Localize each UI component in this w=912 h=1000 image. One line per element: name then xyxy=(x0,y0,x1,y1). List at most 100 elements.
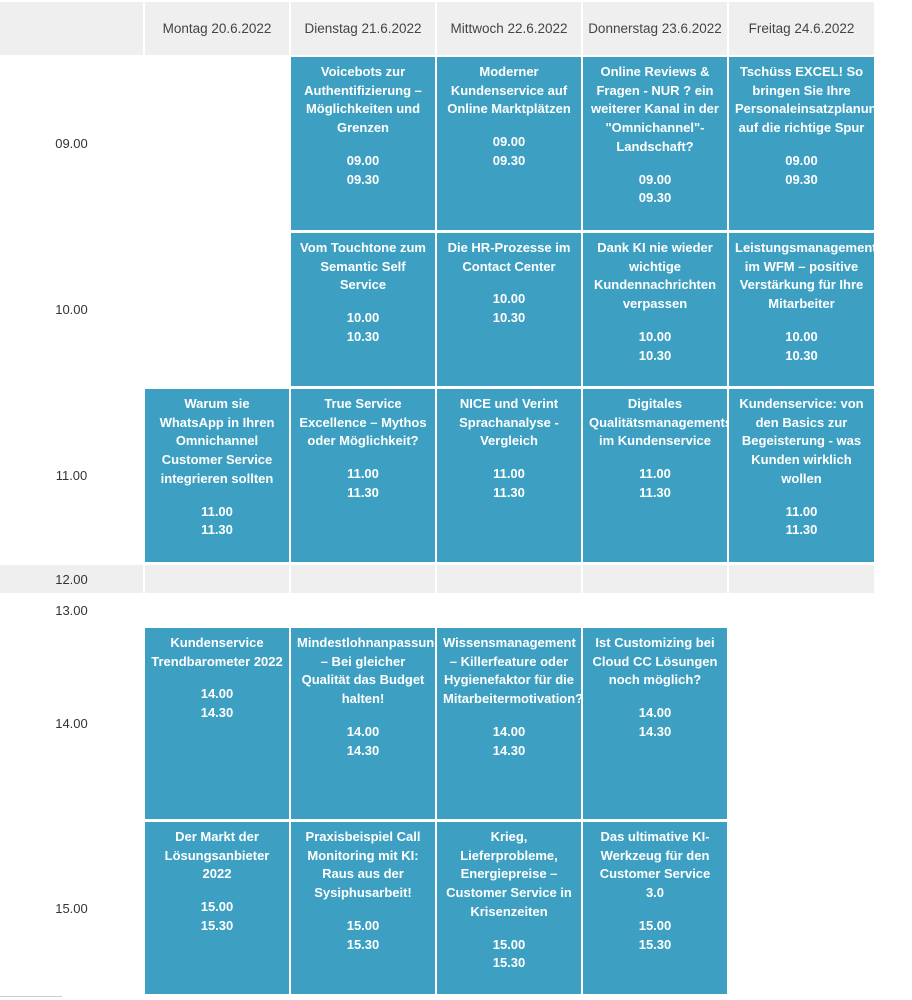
session-title: Praxisbeispiel Call Monitoring mit KI: R… xyxy=(305,829,421,901)
session-end: 14.30 xyxy=(346,742,380,758)
session-times: 10.00 10.30 xyxy=(443,290,575,327)
session-title: Digitales Qualitätsmanagements im Kunden… xyxy=(589,396,733,449)
session-end: 11.30 xyxy=(639,484,671,500)
session-card[interactable]: NICE und Verint Sprachanalyse - Vergleic… xyxy=(437,389,581,562)
session-end: 09.30 xyxy=(346,171,380,187)
session-card[interactable]: Mindestlohnanpassung – Bei gleicher Qual… xyxy=(291,628,443,819)
session-card[interactable]: Praxisbeispiel Call Monitoring mit KI: R… xyxy=(291,822,435,994)
session-title: Wissensmanagement – Killerfeature oder H… xyxy=(443,635,584,707)
session-card[interactable]: Die HR-Prozesse im Contact Center 10.00 10… xyxy=(437,233,581,386)
break-cell xyxy=(581,565,727,593)
session-title: Warum sie WhatsApp in Ihren Omnichannel … xyxy=(159,396,275,486)
schedule-grid: Montag 20.6.2022 Dienstag 21.6.2022 Mittwo… xyxy=(0,2,885,994)
session-card[interactable]: Krieg, Lieferprobleme, Energiepreise – C… xyxy=(437,822,581,994)
time-label: 11.00 xyxy=(55,468,88,483)
session-end: 15.30 xyxy=(492,955,526,971)
session-card[interactable]: Tschüss EXCEL! So bringen Sie Ihre Perso… xyxy=(729,57,885,230)
session-card[interactable]: Vom Touchtone zum Semantic Self Service 1… xyxy=(291,233,435,386)
session-start: 14.00 xyxy=(638,705,672,721)
session-card[interactable]: Dank KI nie wieder wichtige Kundennachri… xyxy=(583,233,727,386)
day-header-label: Montag 20.6.2022 xyxy=(162,21,272,36)
session-times: 11.00 11.30 xyxy=(735,503,868,540)
session-end: 09.30 xyxy=(492,152,526,168)
break-cell xyxy=(289,565,435,593)
day-header: Dienstag 21.6.2022 xyxy=(291,2,435,55)
session-card[interactable]: Wissensmanagement – Killerfeature oder H… xyxy=(437,628,584,819)
session-times: 11.00 11.30 xyxy=(297,465,429,502)
session-end: 15.30 xyxy=(638,936,672,952)
session-start: 11.00 xyxy=(201,503,233,519)
session-times: 09.00 09.30 xyxy=(589,171,721,208)
break-cell xyxy=(727,565,874,593)
day-header-label: Dienstag 21.6.2022 xyxy=(304,21,422,36)
session-start: 10.00 xyxy=(346,310,380,326)
session-start: 15.00 xyxy=(200,899,234,915)
session-card[interactable]: Voicebots zur Authentifizierung – Möglic… xyxy=(291,57,435,230)
session-times: 14.00 14.30 xyxy=(589,704,721,741)
time-label: 15.00 xyxy=(55,900,88,916)
session-end: 11.30 xyxy=(785,522,818,538)
header-corner xyxy=(0,2,143,55)
session-card[interactable]: Ist Customizing bei Cloud CC Lösungen no… xyxy=(583,628,727,819)
session-start: 15.00 xyxy=(346,917,380,933)
break-cell xyxy=(435,565,581,593)
session-title: Die HR-Prozesse im Contact Center xyxy=(447,240,571,274)
day-header: Donnerstag 23.6.2022 xyxy=(583,2,727,55)
session-start: 11.00 xyxy=(785,503,818,519)
session-title: NICE und Verint Sprachanalyse - Vergleic… xyxy=(459,396,559,449)
session-card[interactable]: Moderner Kundenservice auf Online Marktp… xyxy=(437,57,581,230)
session-start: 11.00 xyxy=(639,466,671,482)
session-end: 14.30 xyxy=(492,742,526,758)
session-end: 15.30 xyxy=(346,936,380,952)
day-header-label: Donnerstag 23.6.2022 xyxy=(588,21,722,36)
day-header-label: Mittwoch 22.6.2022 xyxy=(450,21,568,36)
session-card[interactable]: Warum sie WhatsApp in Ihren Omnichannel … xyxy=(145,389,289,562)
time-label: 14.00 xyxy=(55,716,88,731)
day-header: Freitag 24.6.2022 xyxy=(729,2,874,55)
session-times: 09.00 09.30 xyxy=(443,133,575,170)
session-times: 09.00 09.30 xyxy=(735,152,868,189)
session-title: True Service Excellence – Mythos oder Mö… xyxy=(299,396,427,449)
day-header: Mittwoch 22.6.2022 xyxy=(437,2,581,55)
session-start: 15.00 xyxy=(638,917,672,933)
session-end: 10.30 xyxy=(638,347,672,363)
day-header-label: Freitag 24.6.2022 xyxy=(748,21,855,36)
session-card[interactable]: Kundenservice: von den Basics zur Begeis… xyxy=(729,389,874,562)
session-end: 10.30 xyxy=(785,347,818,363)
session-start: 14.00 xyxy=(346,723,380,739)
session-times: 14.00 14.30 xyxy=(443,723,575,760)
session-title: Mindestlohnanpassung – Bei gleicher Qual… xyxy=(297,635,443,707)
day-header: Montag 20.6.2022 xyxy=(145,2,289,55)
time-label: 12.00 xyxy=(55,571,88,587)
session-title: Kundenservice: von den Basics zur Begeis… xyxy=(739,396,864,486)
session-end: 14.30 xyxy=(638,723,672,739)
session-times: 15.00 15.30 xyxy=(297,917,429,954)
session-title: Der Markt der Lösungsanbieter 2022 xyxy=(164,829,270,882)
session-times: 10.00 10.30 xyxy=(735,328,868,365)
session-card[interactable]: Kundenservice Trendbarometer 2022 14.00 14… xyxy=(145,628,289,819)
session-card[interactable]: True Service Excellence – Mythos oder Mö… xyxy=(291,389,435,562)
session-title: Voicebots zur Authentifizierung – Möglic… xyxy=(304,64,422,136)
session-times: 14.00 14.30 xyxy=(151,685,283,722)
session-end: 10.30 xyxy=(346,328,380,344)
session-start: 09.00 xyxy=(638,171,672,187)
session-times: 11.00 11.30 xyxy=(443,465,575,502)
time-label: 09.00 xyxy=(55,136,88,151)
divider xyxy=(0,996,62,997)
session-start: 14.00 xyxy=(200,686,234,702)
session-end: 10.30 xyxy=(492,310,526,326)
session-times: 15.00 15.30 xyxy=(151,898,283,935)
session-start: 09.00 xyxy=(492,134,526,150)
session-times: 10.00 10.30 xyxy=(297,309,429,346)
session-card[interactable]: Das ultimative KI-Werkzeug für den Custo… xyxy=(583,822,727,994)
session-card[interactable]: Leistungsmanagement im WFM – positive Ve… xyxy=(729,233,877,386)
session-times: 11.00 11.30 xyxy=(589,465,721,502)
session-card[interactable]: Online Reviews & Fragen - NUR ? ein weit… xyxy=(583,57,727,230)
session-title: Online Reviews & Fragen - NUR ? ein weit… xyxy=(591,64,719,154)
session-title: Ist Customizing bei Cloud CC Lösungen no… xyxy=(592,635,718,688)
session-start: 09.00 xyxy=(346,152,380,168)
session-card[interactable]: Der Markt der Lösungsanbieter 2022 15.00 1… xyxy=(145,822,289,994)
session-times: 14.00 14.30 xyxy=(297,723,429,760)
session-card[interactable]: Digitales Qualitätsmanagements im Kunden… xyxy=(583,389,733,562)
time-label: 13.00 xyxy=(55,602,88,618)
